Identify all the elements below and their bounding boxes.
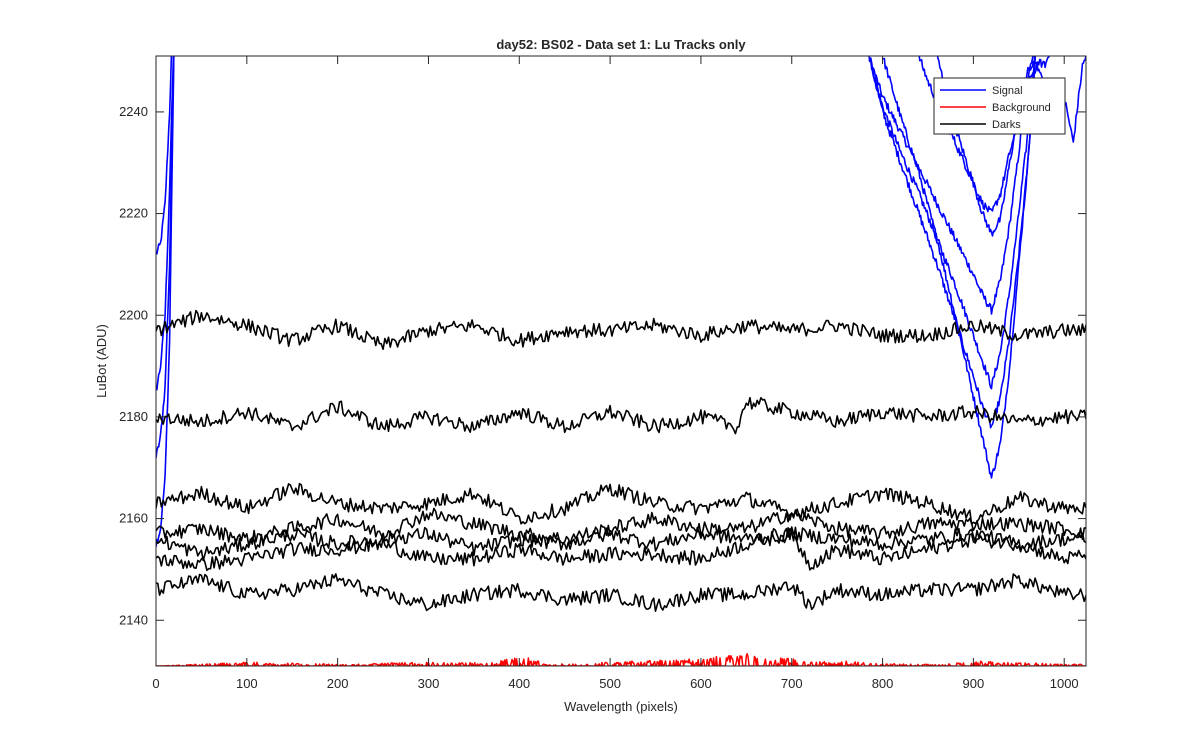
legend-background-label: Background bbox=[992, 102, 1051, 114]
legend-darks-label: Darks bbox=[992, 119, 1021, 131]
series-line-darks-15 bbox=[156, 526, 1086, 562]
x-tick-label: 1000 bbox=[1050, 676, 1079, 691]
x-tick-label: 800 bbox=[872, 676, 894, 691]
series-line-signal-5 bbox=[868, 56, 1036, 390]
x-tick-label: 500 bbox=[599, 676, 621, 691]
y-tick-label: 2240 bbox=[119, 104, 148, 119]
legend: Signal Background Darks bbox=[933, 77, 1066, 135]
plot-area bbox=[156, 56, 1086, 666]
series-line-darks-13 bbox=[156, 482, 1086, 525]
y-axis: 2140 2160 2180 2200 2220 2240 bbox=[119, 104, 1086, 627]
x-axis: 0 100 200 300 400 500 600 700 800 900 1000 bbox=[152, 56, 1079, 691]
y-tick-label: 2160 bbox=[119, 511, 148, 526]
y-tick-label: 2180 bbox=[119, 409, 148, 424]
series-line-darks-16 bbox=[156, 526, 1086, 572]
series-line-darks-17 bbox=[156, 573, 1086, 612]
x-tick-label: 600 bbox=[690, 676, 712, 691]
y-tick-label: 2140 bbox=[119, 612, 148, 627]
series-line-background-10 bbox=[156, 653, 1086, 666]
chart-title: day52: BS02 - Data set 1: Lu Tracks only bbox=[496, 37, 746, 52]
series-line-darks-14 bbox=[156, 507, 1086, 546]
series-line-signal-3 bbox=[156, 56, 175, 548]
x-tick-label: 100 bbox=[236, 676, 258, 691]
x-tick-label: 700 bbox=[781, 676, 803, 691]
y-tick-label: 2200 bbox=[119, 307, 148, 322]
legend-signal-label: Signal bbox=[992, 85, 1023, 97]
series-line-signal-0 bbox=[156, 56, 173, 255]
x-tick-label: 900 bbox=[963, 676, 985, 691]
series-line-signal-4 bbox=[868, 56, 1034, 315]
series-line-darks-12 bbox=[156, 396, 1086, 435]
x-tick-label: 200 bbox=[327, 676, 349, 691]
x-tick-label: 0 bbox=[152, 676, 159, 691]
x-tick-label: 400 bbox=[508, 676, 530, 691]
y-tick-label: 2220 bbox=[119, 206, 148, 221]
y-axis-label: LuBot (ADU) bbox=[94, 324, 109, 398]
x-tick-label: 300 bbox=[418, 676, 440, 691]
series-line-signal-7 bbox=[882, 56, 1036, 479]
plot-frame bbox=[155, 55, 1087, 667]
series-line-signal-1 bbox=[156, 56, 175, 391]
x-axis-label: Wavelength (pixels) bbox=[564, 699, 678, 714]
series-line-darks-11 bbox=[156, 309, 1086, 350]
series-line-signal-6 bbox=[868, 56, 1036, 429]
